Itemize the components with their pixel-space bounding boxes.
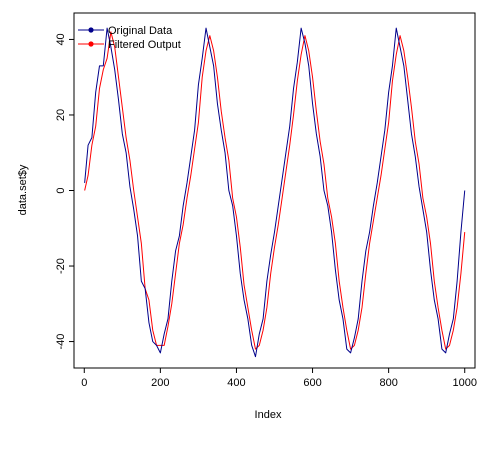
y-tick-label: 0 (55, 187, 67, 193)
series-layer (84, 27, 466, 358)
legend-marker-filtered (88, 41, 94, 47)
y-tick-label: -20 (55, 258, 67, 274)
y-axis-title: data.set$y (17, 164, 29, 215)
legend-label-filtered: Filtered Output (108, 39, 181, 51)
y-axis: -40 -20 0 20 40 (55, 33, 75, 350)
series-line-original-data (84, 27, 466, 358)
x-tick-label: 1000 (452, 377, 476, 389)
x-tick-label: 800 (379, 377, 397, 389)
y-tick-label: 20 (55, 109, 67, 121)
x-axis-title: Index (255, 409, 282, 421)
y-tick-label: 40 (55, 33, 67, 45)
y-tick-label: -40 (55, 334, 67, 350)
x-tick-label: 600 (303, 377, 321, 389)
legend-label-original: Original Data (108, 25, 173, 37)
legend: Original Data Filtered Output (78, 25, 181, 51)
x-tick-label: 0 (81, 377, 87, 389)
series-line-filtered-output (84, 31, 466, 350)
x-axis: 0 200 400 600 800 1000 (81, 367, 477, 389)
legend-marker-original (88, 27, 94, 33)
x-tick-label: 200 (151, 377, 169, 389)
x-tick-label: 400 (227, 377, 245, 389)
